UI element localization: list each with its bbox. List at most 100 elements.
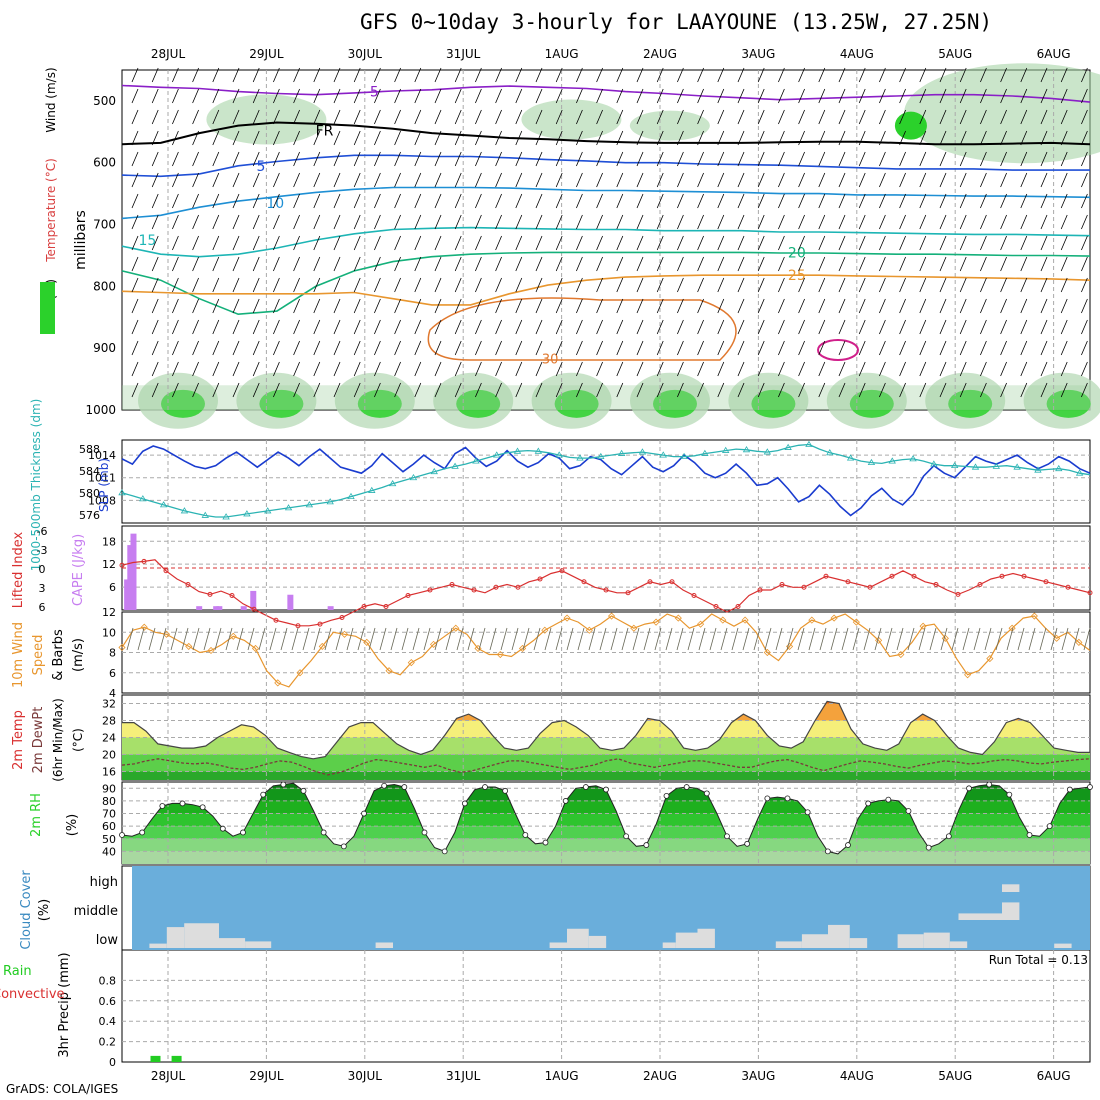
wind-barb bbox=[1081, 298, 1088, 314]
rh-marker bbox=[260, 791, 267, 798]
wind-barb bbox=[636, 172, 644, 188]
temp-axis-label-4: (°C) bbox=[71, 728, 85, 752]
surface-wind-barb bbox=[929, 627, 937, 651]
wind-barb bbox=[939, 151, 947, 167]
wind-axis-label-1: 10m Wind bbox=[11, 622, 26, 688]
wind-barb bbox=[1040, 172, 1048, 188]
wind-barb bbox=[1040, 340, 1048, 356]
rh-legend-swatch bbox=[40, 282, 55, 334]
wind-barb bbox=[293, 151, 300, 167]
wind-barb bbox=[959, 130, 967, 146]
wind-barb bbox=[515, 277, 523, 293]
wind-barb bbox=[151, 214, 159, 230]
wind-barb bbox=[899, 193, 906, 209]
wind-barb bbox=[778, 172, 785, 188]
wind-barb bbox=[353, 235, 361, 251]
wind-barb bbox=[454, 340, 462, 356]
wind-barb bbox=[1040, 214, 1048, 230]
surface-wind-barb bbox=[973, 627, 981, 651]
lifted-index-marker bbox=[735, 604, 741, 609]
wind-barb bbox=[838, 256, 846, 272]
wind-barb bbox=[555, 214, 563, 230]
wind-barb bbox=[273, 382, 280, 398]
wind-speed-marker bbox=[140, 623, 148, 631]
wind-barb bbox=[939, 361, 947, 377]
lifted-index-marker bbox=[427, 587, 433, 593]
wind-barb bbox=[1020, 67, 1028, 83]
rh-marker bbox=[1026, 832, 1033, 838]
rh-core-blob bbox=[161, 389, 205, 418]
wind-barb bbox=[172, 193, 179, 209]
wind-barb bbox=[131, 319, 139, 335]
cape-bar bbox=[327, 606, 334, 610]
wind-barb bbox=[899, 172, 906, 188]
wind-barb bbox=[515, 214, 523, 230]
li-tick: 6 bbox=[39, 601, 46, 614]
surface-wind-barb bbox=[698, 627, 706, 651]
wind-barb bbox=[1040, 235, 1048, 251]
wind-barb bbox=[778, 88, 785, 104]
wind-barb bbox=[172, 340, 179, 356]
temp-axis-label-2: 2m DewPt bbox=[31, 707, 46, 774]
wind-barb bbox=[394, 382, 401, 398]
lifted-index-marker bbox=[559, 568, 565, 574]
wind-barb bbox=[454, 172, 462, 188]
rh-marker bbox=[421, 829, 428, 836]
wind-barb bbox=[212, 109, 220, 125]
wind-barb bbox=[636, 130, 644, 146]
wind-barb bbox=[737, 235, 745, 251]
wind-barb bbox=[495, 109, 502, 125]
rh-core-blob bbox=[751, 389, 796, 418]
wind-barb bbox=[434, 298, 442, 314]
wind-barb bbox=[353, 340, 361, 356]
thickness-marker bbox=[243, 510, 251, 517]
wind-tick: 10 bbox=[102, 626, 116, 639]
rh-tick: 50 bbox=[102, 833, 116, 846]
rh-tick: 90 bbox=[102, 782, 116, 795]
wind-barb bbox=[980, 319, 987, 335]
thickness-marker bbox=[118, 489, 126, 496]
wind-barb bbox=[394, 193, 401, 209]
wind-tick: 6 bbox=[109, 667, 116, 680]
wind-barb bbox=[495, 298, 502, 314]
wind-barb bbox=[1081, 340, 1088, 356]
wind-barb bbox=[919, 67, 927, 83]
cloud-segment bbox=[949, 941, 968, 948]
wind-barb bbox=[656, 277, 664, 293]
wind-barb bbox=[313, 172, 321, 188]
rh-marker bbox=[300, 787, 307, 794]
wind-barb bbox=[697, 193, 704, 209]
wind-barb bbox=[475, 256, 482, 272]
wind-barb bbox=[495, 340, 502, 356]
wind-barb bbox=[1000, 88, 1007, 104]
wind-barb bbox=[454, 214, 462, 230]
wind-tick: 12 bbox=[102, 606, 116, 619]
wind-barb bbox=[879, 67, 886, 83]
rh-mid-blob bbox=[521, 99, 622, 140]
rh-marker bbox=[643, 842, 650, 848]
cloud-segment bbox=[923, 932, 950, 948]
legend-total-rain: Total / Rain bbox=[0, 964, 32, 979]
surface-wind-barb bbox=[236, 627, 244, 651]
rh-marker bbox=[461, 800, 468, 807]
lifted-index-line bbox=[121, 559, 1091, 627]
wind-barb bbox=[980, 193, 987, 209]
wind-barb bbox=[838, 151, 846, 167]
wind-barb bbox=[434, 193, 442, 209]
wind-barb bbox=[353, 151, 361, 167]
wind-barb bbox=[677, 361, 684, 377]
wind-barb bbox=[515, 67, 523, 83]
wind-barb bbox=[293, 256, 300, 272]
wind-barb bbox=[858, 235, 866, 251]
wind-barb bbox=[232, 88, 240, 104]
wind-barb bbox=[495, 361, 502, 377]
wind-barb bbox=[151, 319, 159, 335]
rh-marker bbox=[482, 784, 488, 790]
cape-bar bbox=[240, 606, 247, 610]
thickness-marker bbox=[305, 501, 314, 508]
wind-barb bbox=[252, 277, 260, 293]
lifted-index-marker bbox=[867, 584, 873, 590]
wind-barb bbox=[555, 361, 563, 377]
wind-speed-marker bbox=[407, 659, 415, 667]
rh-marker bbox=[925, 844, 932, 851]
